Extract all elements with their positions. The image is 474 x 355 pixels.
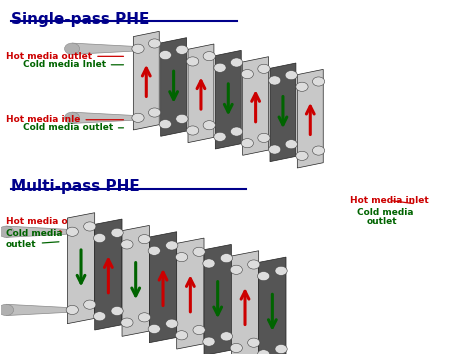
Circle shape	[0, 304, 14, 316]
Circle shape	[269, 76, 281, 85]
Circle shape	[203, 51, 215, 61]
Circle shape	[132, 44, 144, 53]
Circle shape	[269, 145, 281, 154]
Circle shape	[176, 45, 188, 54]
Polygon shape	[297, 69, 323, 168]
Circle shape	[83, 222, 96, 231]
Circle shape	[187, 57, 199, 66]
Circle shape	[257, 350, 270, 355]
Polygon shape	[122, 225, 149, 336]
Circle shape	[148, 39, 161, 48]
Text: Cold media: Cold media	[357, 208, 414, 217]
Circle shape	[111, 228, 123, 237]
Polygon shape	[215, 50, 241, 149]
Text: Hot media outlet: Hot media outlet	[6, 217, 92, 232]
Circle shape	[230, 58, 243, 67]
Circle shape	[312, 77, 325, 86]
Polygon shape	[231, 251, 259, 355]
Circle shape	[187, 126, 199, 135]
Text: Hot media inle: Hot media inle	[6, 115, 124, 124]
Circle shape	[247, 338, 260, 347]
Circle shape	[220, 253, 233, 263]
Circle shape	[148, 324, 160, 334]
Circle shape	[214, 63, 226, 72]
Text: Cold media: Cold media	[6, 229, 63, 238]
Circle shape	[241, 70, 254, 79]
Circle shape	[285, 71, 297, 80]
Circle shape	[296, 151, 308, 160]
Circle shape	[312, 146, 325, 155]
Text: Cold media outlet: Cold media outlet	[23, 123, 124, 132]
Circle shape	[138, 313, 151, 322]
Circle shape	[148, 108, 161, 117]
Polygon shape	[67, 213, 95, 324]
Circle shape	[258, 133, 270, 142]
Polygon shape	[95, 219, 122, 330]
Circle shape	[203, 337, 215, 346]
Circle shape	[111, 306, 123, 316]
Polygon shape	[243, 57, 269, 155]
Polygon shape	[270, 63, 296, 162]
Circle shape	[214, 132, 226, 141]
Text: Single-pass PHE: Single-pass PHE	[11, 12, 149, 27]
Circle shape	[175, 331, 188, 340]
Circle shape	[138, 235, 151, 244]
Circle shape	[258, 64, 270, 73]
Circle shape	[121, 240, 133, 249]
Circle shape	[159, 120, 172, 129]
Circle shape	[159, 50, 172, 60]
Circle shape	[275, 344, 287, 354]
Circle shape	[175, 252, 188, 262]
Circle shape	[247, 260, 260, 269]
Polygon shape	[6, 304, 81, 316]
Circle shape	[148, 246, 160, 255]
Circle shape	[230, 127, 243, 136]
Polygon shape	[149, 232, 177, 343]
Polygon shape	[72, 43, 146, 54]
Circle shape	[0, 226, 14, 237]
Circle shape	[220, 332, 233, 341]
Circle shape	[193, 247, 205, 256]
Circle shape	[83, 300, 96, 309]
Circle shape	[132, 113, 144, 122]
Circle shape	[296, 82, 308, 91]
Circle shape	[64, 112, 80, 124]
Text: Hot media inlet: Hot media inlet	[350, 196, 429, 205]
Circle shape	[93, 234, 106, 243]
Text: Hot media outlet: Hot media outlet	[6, 52, 124, 61]
Circle shape	[165, 241, 178, 250]
Circle shape	[203, 259, 215, 268]
Circle shape	[66, 305, 78, 315]
Circle shape	[165, 319, 178, 328]
Polygon shape	[161, 38, 187, 136]
Polygon shape	[204, 245, 231, 355]
Circle shape	[230, 343, 242, 353]
Polygon shape	[177, 238, 204, 349]
Polygon shape	[6, 226, 81, 237]
Polygon shape	[72, 112, 146, 124]
Text: Cold media Inlet: Cold media Inlet	[23, 60, 124, 69]
Circle shape	[64, 43, 80, 54]
Polygon shape	[259, 257, 286, 355]
Polygon shape	[133, 31, 159, 130]
Circle shape	[285, 140, 297, 149]
Circle shape	[93, 312, 106, 321]
Text: outlet: outlet	[6, 240, 59, 249]
Polygon shape	[188, 44, 214, 143]
Circle shape	[193, 326, 205, 335]
Text: outlet: outlet	[366, 217, 397, 226]
Circle shape	[66, 227, 78, 236]
Circle shape	[176, 114, 188, 124]
Circle shape	[121, 318, 133, 327]
Circle shape	[230, 265, 242, 274]
Circle shape	[203, 121, 215, 130]
Circle shape	[275, 266, 287, 275]
Text: Multi-pass PHE: Multi-pass PHE	[11, 179, 139, 194]
Circle shape	[241, 138, 254, 148]
Circle shape	[257, 272, 270, 281]
